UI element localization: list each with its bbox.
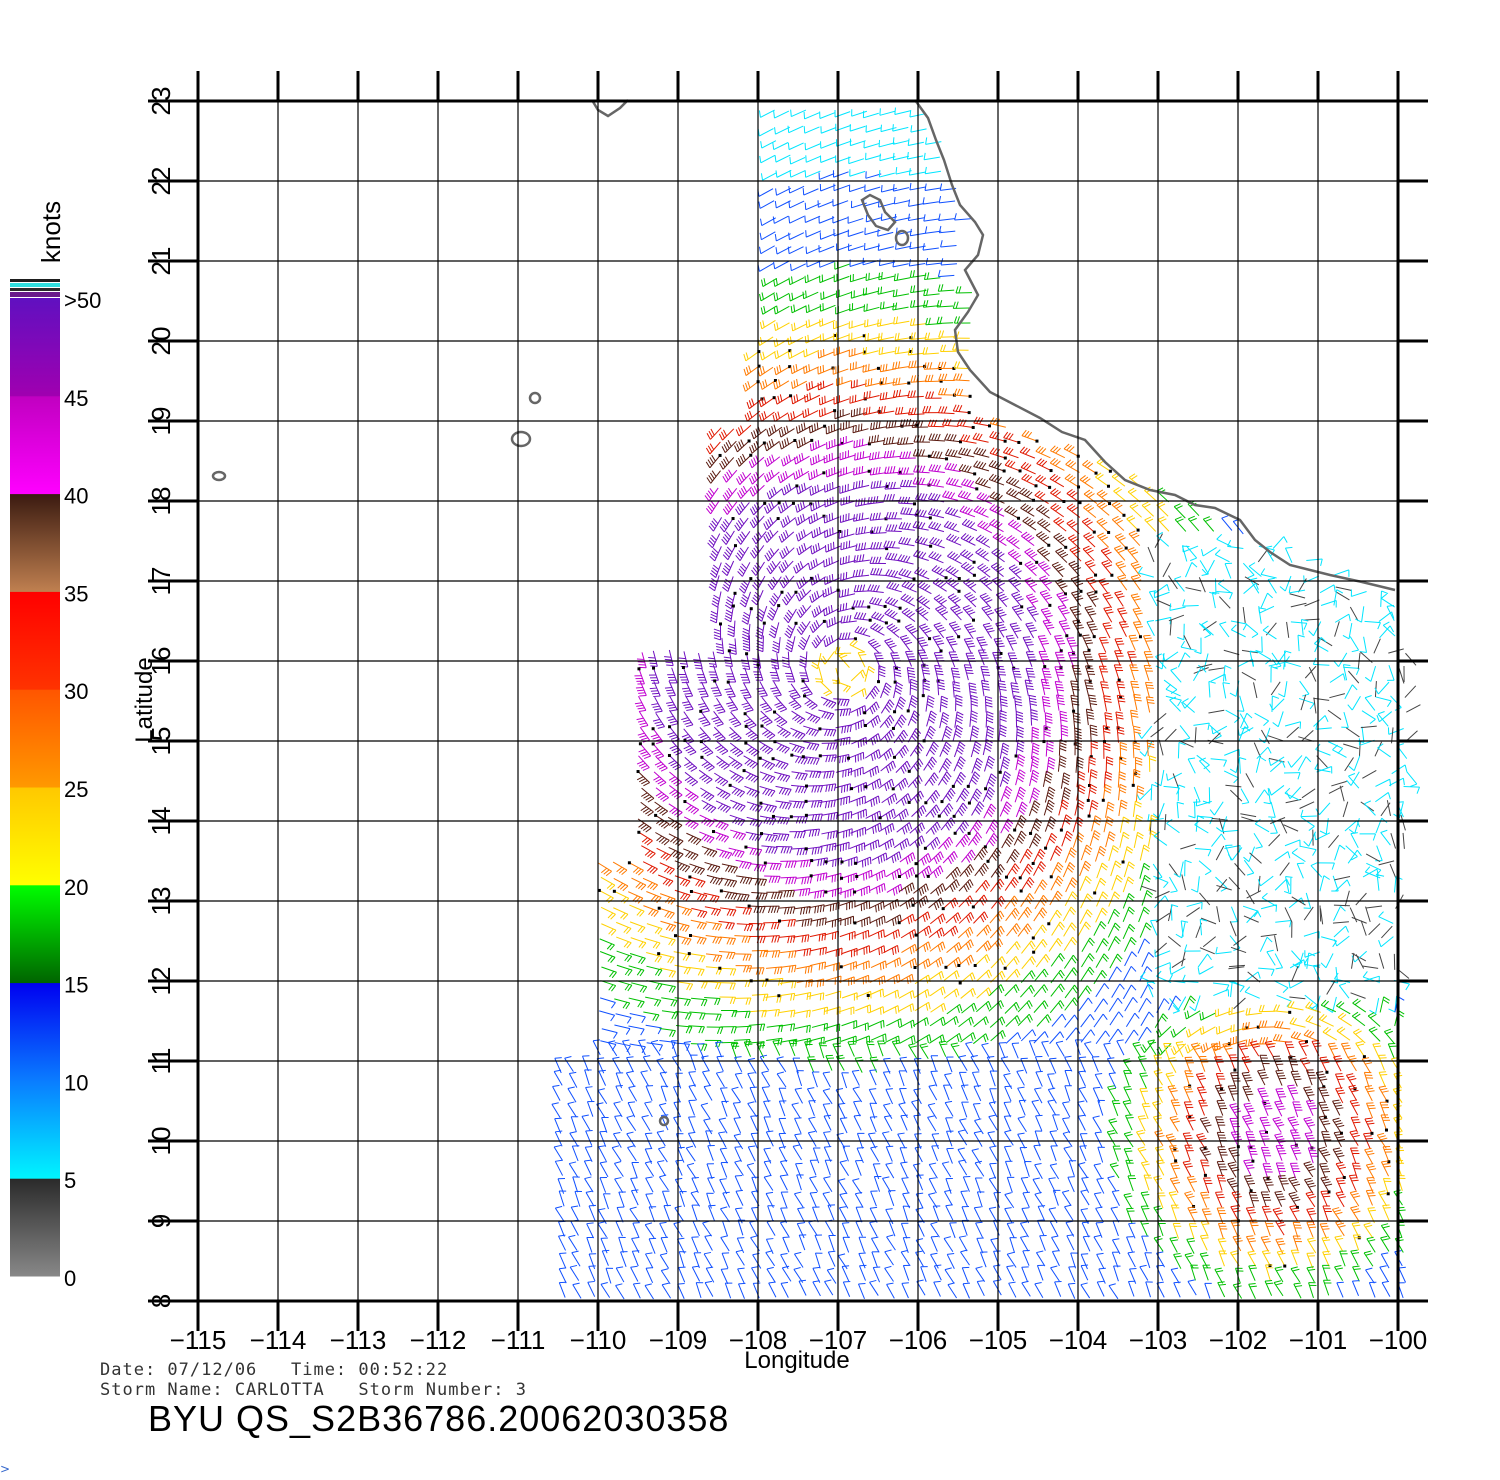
latitude-tick-label: 14 bbox=[146, 807, 176, 836]
y-axis-title: Latitude bbox=[131, 657, 158, 742]
x-axis-title: Longitude bbox=[744, 1347, 849, 1374]
latitude-tick-label: 13 bbox=[146, 887, 176, 916]
colorbar-label: 0 bbox=[64, 1266, 76, 1291]
longitude-tick-label: −112 bbox=[410, 1325, 467, 1355]
colorbar-label: 5 bbox=[64, 1168, 76, 1193]
colorbar-label: 25 bbox=[64, 777, 88, 802]
longitude-tick-label: −103 bbox=[1129, 1325, 1188, 1355]
colorbar-cap-stripe-3 bbox=[10, 288, 60, 291]
colorbar-band bbox=[10, 591, 60, 689]
date-time-line: Date: 07/12/06 Time: 00:52:22 bbox=[100, 1360, 448, 1380]
longitude-tick-label: −106 bbox=[889, 1325, 948, 1355]
latitude-tick-label: 22 bbox=[146, 167, 176, 196]
longitude-tick-label: −105 bbox=[969, 1325, 1028, 1355]
colorbar-band bbox=[10, 298, 60, 396]
colorbar-label: 10 bbox=[64, 1070, 88, 1095]
wind-barb bbox=[1320, 906, 1321, 922]
latitude-tick-label: 18 bbox=[146, 487, 176, 516]
latitude-tick-label: 10 bbox=[146, 1127, 176, 1156]
longitude-tick-label: −110 bbox=[570, 1325, 627, 1355]
colorbar-band bbox=[10, 1080, 60, 1178]
colorbar-band bbox=[10, 787, 60, 885]
wind-barb bbox=[1334, 905, 1350, 906]
longitude-tick-label: −100 bbox=[1369, 1325, 1428, 1355]
latitude-tick-label: 9 bbox=[146, 1214, 176, 1228]
colorbar-bands bbox=[10, 298, 60, 1277]
latitude-tick-label: 20 bbox=[146, 327, 176, 356]
colorbar-band bbox=[10, 983, 60, 1081]
product-identifier: BYU QS_S2B36786.20062030358 bbox=[148, 1398, 729, 1440]
latitude-tick-label: 23 bbox=[146, 87, 176, 116]
latitude-tick-label: 19 bbox=[146, 407, 176, 436]
colorbar-label: 35 bbox=[64, 581, 88, 606]
latitude-tick-label: 21 bbox=[146, 247, 176, 276]
latitude-tick-label: 11 bbox=[146, 1048, 176, 1075]
latitude-tick-label: 8 bbox=[146, 1294, 176, 1308]
colorbar-label: 20 bbox=[64, 875, 88, 900]
stray-mark: > bbox=[0, 1462, 10, 1476]
colorbar-label: 40 bbox=[64, 484, 88, 509]
colorbar-cap-stripe-1 bbox=[10, 279, 60, 282]
colorbar-cap-stripe-2 bbox=[10, 283, 60, 287]
longitude-tick-label: −114 bbox=[250, 1325, 307, 1355]
colorbar-band bbox=[10, 494, 60, 592]
colorbar-label: 30 bbox=[64, 679, 88, 704]
storm-info-line: Storm Name: CARLOTTA Storm Number: 3 bbox=[100, 1380, 527, 1400]
colorbar-label: >50 bbox=[64, 288, 101, 313]
colorbar-unit-label: knots bbox=[36, 201, 66, 263]
colorbar-band bbox=[10, 1178, 60, 1276]
latitude-tick-label: 17 bbox=[146, 567, 176, 596]
longitude-tick-label: −113 bbox=[330, 1325, 387, 1355]
longitude-tick-label: −101 bbox=[1289, 1325, 1348, 1355]
colorbar-label: 15 bbox=[64, 973, 88, 998]
colorbar-band bbox=[10, 689, 60, 787]
colorbar-band bbox=[10, 885, 60, 983]
longitude-tick-label: −115 bbox=[170, 1325, 227, 1355]
colorbar-cap-stripe-4 bbox=[10, 292, 60, 297]
colorbar-label: 45 bbox=[64, 386, 88, 411]
latitude-tick-label: 12 bbox=[146, 967, 176, 996]
longitude-tick-label: −104 bbox=[1049, 1325, 1108, 1355]
longitude-tick-label: −109 bbox=[649, 1325, 708, 1355]
longitude-tick-label: −111 bbox=[491, 1325, 546, 1355]
longitude-tick-label: −102 bbox=[1209, 1325, 1268, 1355]
colorbar-band bbox=[10, 396, 60, 494]
